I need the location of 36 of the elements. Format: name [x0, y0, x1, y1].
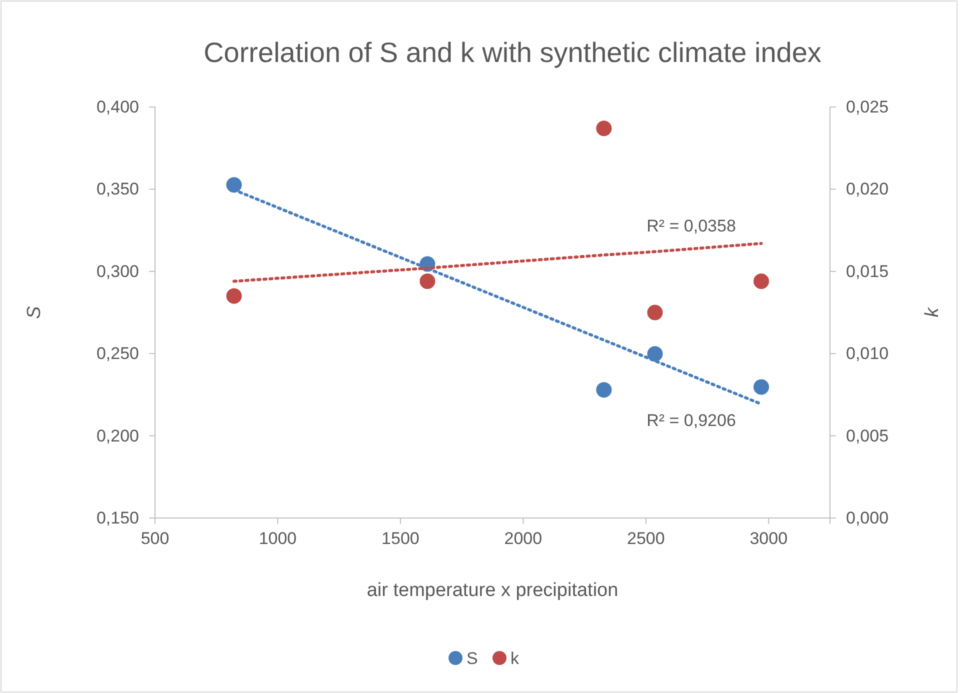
point: [753, 379, 770, 395]
y2-axis-title: k: [922, 306, 943, 318]
annotation: R² = 0,0358: [646, 216, 736, 236]
y-tick-label: 0,350: [96, 180, 139, 199]
x-tick-label: 2500: [626, 529, 665, 548]
annotation: R² = 0,9206: [646, 411, 736, 430]
x-tick-label: 3000: [750, 529, 788, 548]
legend-label: S: [466, 648, 478, 668]
x-tick-label: 1500: [382, 529, 420, 548]
y-tick-label: 0,200: [96, 426, 139, 446]
y-tick-label: 0,400: [96, 97, 139, 116]
y2-tick-label: 0,000: [846, 508, 889, 528]
point: [753, 274, 770, 290]
y-axis-title: S: [24, 306, 45, 319]
y-tick-label: 0,300: [96, 262, 139, 281]
chart-title: Correlation of S and k with synthetic climate index: [204, 37, 822, 68]
y2-tick-label: 0,020: [846, 180, 889, 199]
point: [226, 177, 242, 193]
y2-tick-label: 0,005: [846, 426, 889, 446]
legend-label: k: [510, 648, 520, 668]
point: [226, 288, 242, 304]
x-tick-label: 500: [140, 529, 170, 548]
y2-tick-label: 0,010: [846, 344, 889, 364]
point: [647, 304, 663, 320]
y-tick-label: 0,150: [96, 508, 139, 528]
x-tick-label: 2000: [504, 529, 542, 548]
y2-tick-label: 0,025: [846, 97, 889, 116]
point: [596, 120, 612, 136]
y2-tick-label: 0,015: [846, 262, 889, 281]
point: [596, 382, 612, 398]
x-axis-title: air temperature x precipitation: [366, 580, 618, 601]
point: [647, 346, 663, 362]
line-series: [232, 242, 763, 283]
y-tick-label: 0,250: [96, 344, 139, 364]
x-tick-label: 1000: [258, 529, 297, 548]
point: [420, 274, 436, 290]
